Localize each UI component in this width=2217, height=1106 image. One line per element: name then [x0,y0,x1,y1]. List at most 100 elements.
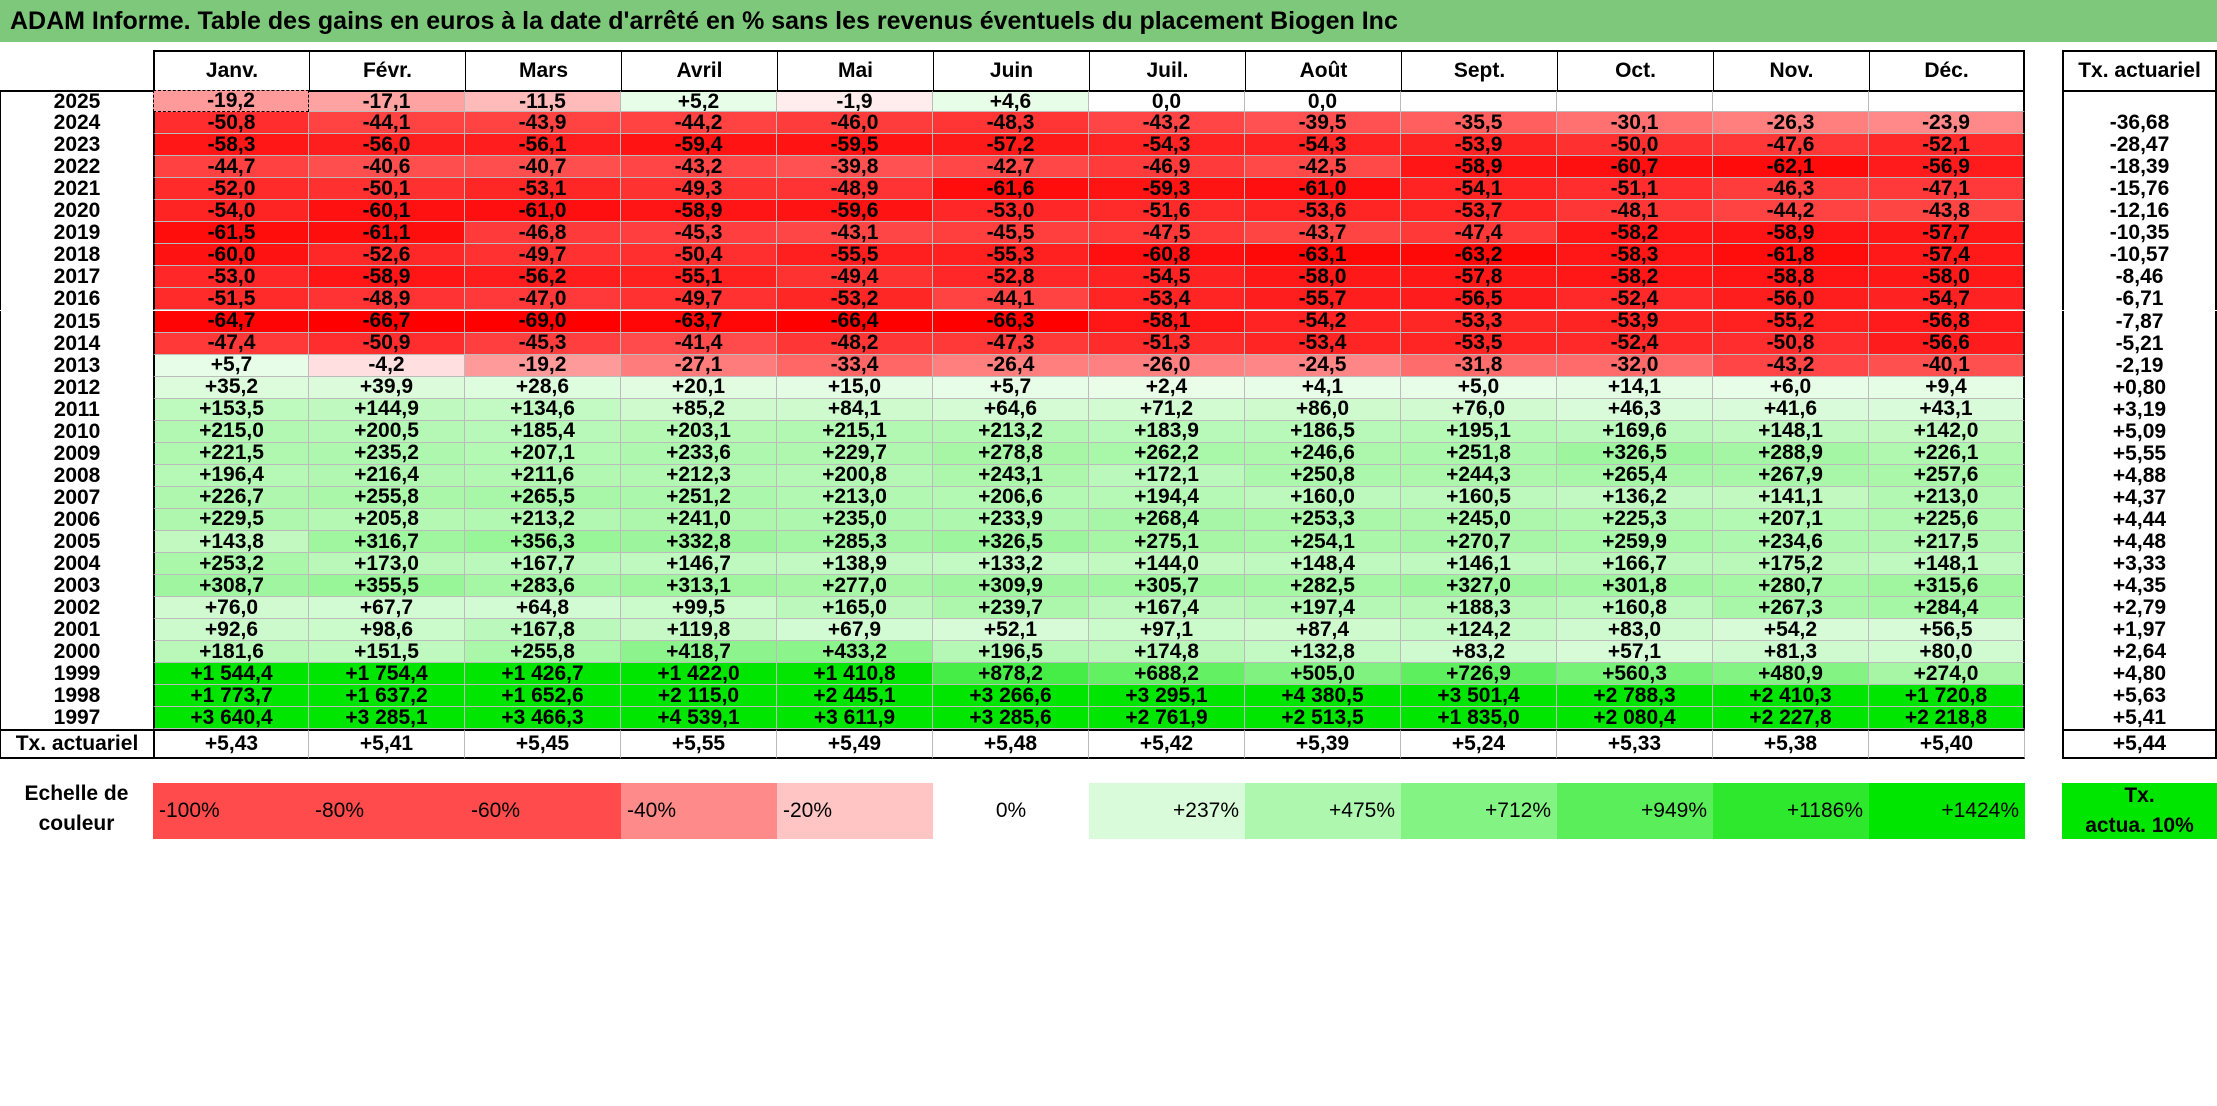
month-header: Sept. [1401,50,1557,90]
value-cell: -58,9 [1401,156,1557,179]
month-header: Juil. [1089,50,1245,90]
value-cell: -43,1 [777,222,933,245]
value-cell: -58,0 [1869,266,2025,289]
value-cell: -50,4 [621,244,777,267]
value-cell: +2 218,8 [1869,707,2025,730]
value-cell: +165,0 [777,597,933,620]
value-cell: +267,3 [1713,597,1869,620]
value-cell: -48,9 [309,288,465,311]
color-scale-swatch: -60% [465,783,621,840]
value-cell: +326,5 [933,531,1089,554]
value-cell: +3 295,1 [1089,685,1245,708]
value-cell: -53,0 [153,266,309,289]
year-label: 2012 [0,376,153,399]
value-cell: -53,4 [1245,332,1401,355]
month-header: Déc. [1869,50,2025,90]
value-cell: +148,4 [1245,553,1401,576]
value-cell: -43,2 [1713,354,1869,377]
value-cell: -48,3 [933,112,1089,135]
value-cell: +84,1 [777,398,933,421]
year-label: 2019 [0,222,153,245]
value-cell: -4,2 [309,354,465,377]
value-cell: -54,7 [1869,288,2025,311]
value-cell: -44,7 [153,156,309,179]
value-cell: +253,3 [1245,508,1401,531]
value-cell: -66,3 [933,310,1089,333]
value-cell: +83,0 [1557,619,1713,642]
value-cell: -63,1 [1245,244,1401,267]
value-cell [1713,90,1869,113]
value-cell: -59,5 [777,134,933,157]
value-cell: +213,2 [465,508,621,531]
value-cell: -58,1 [1089,310,1245,333]
value-cell: -56,5 [1401,288,1557,311]
value-cell: -40,6 [309,156,465,179]
color-scale-swatch: +949% [1557,783,1713,840]
value-cell: +1 652,6 [465,685,621,708]
value-cell: -59,3 [1089,178,1245,201]
value-cell: -19,2 [153,90,309,113]
year-label: 2018 [0,244,153,267]
value-cell: +132,8 [1245,641,1401,664]
value-cell: +134,6 [465,398,621,421]
value-cell: -26,3 [1713,112,1869,135]
value-cell: -54,0 [153,200,309,223]
year-label: 2010 [0,420,153,443]
value-cell: +285,3 [777,531,933,554]
value-cell: +6,0 [1713,376,1869,399]
value-cell: +211,6 [465,464,621,487]
value-cell: -44,2 [1713,200,1869,223]
value-cell: -69,0 [465,310,621,333]
value-cell: +4,6 [933,90,1089,113]
value-cell: -64,7 [153,310,309,333]
value-cell: +1 426,7 [465,663,621,686]
value-cell: +160,5 [1401,486,1557,509]
value-cell: +1 754,4 [309,663,465,686]
value-cell: +97,1 [1089,619,1245,642]
value-cell: +433,2 [777,641,933,664]
value-cell: +560,3 [1557,663,1713,686]
value-cell: -60,8 [1089,244,1245,267]
value-cell: -48,9 [777,178,933,201]
value-cell: -50,0 [1557,134,1713,157]
totals-cell: +5,41 [309,729,465,760]
value-cell: -40,1 [1869,354,2025,377]
color-scale-label: Echelle de couleur [0,777,153,841]
actuarial-cell: -36,68 [2062,112,2217,135]
year-label: 2006 [0,508,153,531]
month-header: Mai [777,50,933,90]
value-cell: -58,9 [309,266,465,289]
value-cell: -42,7 [933,156,1089,179]
value-cell: -66,7 [309,310,465,333]
value-cell: +226,7 [153,486,309,509]
value-cell: +98,6 [309,619,465,642]
value-cell: +172,1 [1089,464,1245,487]
value-cell: -52,6 [309,244,465,267]
value-cell: -52,8 [933,266,1089,289]
value-cell: +2 115,0 [621,685,777,708]
value-cell: -58,3 [1557,244,1713,267]
value-cell: +167,4 [1089,597,1245,620]
value-cell: -46,9 [1089,156,1245,179]
color-scale-swatch: -40% [621,783,777,840]
value-cell: +250,8 [1245,464,1401,487]
value-cell: -43,8 [1869,200,2025,223]
actuarial-cell: -10,57 [2062,244,2217,267]
value-cell: +92,6 [153,619,309,642]
year-label: 2011 [0,398,153,421]
actuarial-cell: +1,97 [2062,619,2217,642]
actuarial-cell: -12,16 [2062,200,2217,223]
value-cell: -61,1 [309,222,465,245]
value-cell: +133,2 [933,553,1089,576]
actuarial-cell: +4,48 [2062,531,2217,554]
value-cell: +174,8 [1089,641,1245,664]
value-cell: +215,0 [153,420,309,443]
actuarial-cell: -6,71 [2062,288,2217,311]
value-cell: +1 410,8 [777,663,933,686]
year-label: 2016 [0,288,153,311]
color-scale-swatch: +237% [1089,783,1245,840]
actuarial-cell: -7,87 [2062,310,2217,333]
value-cell: +5,7 [933,376,1089,399]
value-cell: +309,9 [933,575,1089,598]
value-cell: -48,2 [777,332,933,355]
